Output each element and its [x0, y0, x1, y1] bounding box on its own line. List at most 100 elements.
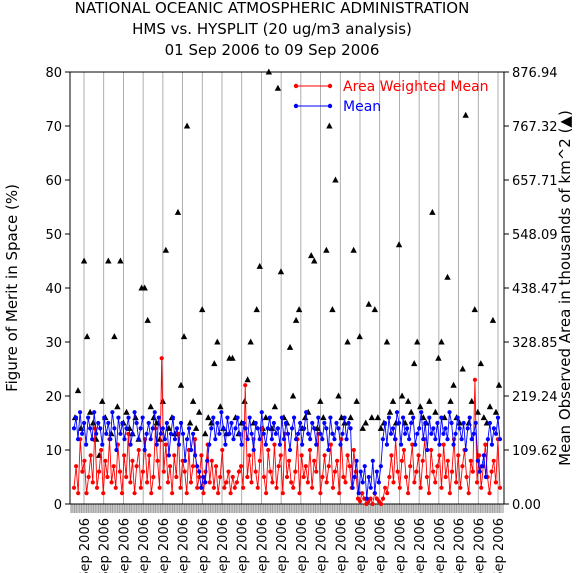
observed-area-point — [417, 403, 424, 410]
x-tick-label: Sep 2006 — [354, 518, 369, 573]
area-weighted-mean-point — [167, 464, 173, 469]
mean-point — [431, 426, 436, 431]
mean-point — [495, 415, 501, 420]
legend-item-mean: Mean — [293, 99, 381, 115]
mean-point — [199, 485, 204, 490]
area-weighted-mean-point — [238, 464, 244, 469]
title-line-1: NATIONAL OCEANIC ATMOSPHERIC ADMINISTRAT… — [75, 0, 470, 17]
mean-point — [211, 415, 216, 420]
observed-area-point — [114, 403, 121, 410]
area-weighted-mean-point — [487, 491, 492, 496]
area-weighted-mean-point — [456, 453, 461, 458]
area-weighted-mean-point — [253, 469, 258, 474]
mean-point — [475, 458, 480, 463]
area-weighted-mean-point — [222, 485, 227, 490]
mean-point — [231, 437, 236, 442]
area-weighted-mean-point — [101, 491, 106, 496]
mean-point — [219, 410, 224, 415]
observed-area-point — [326, 122, 333, 129]
mean-point — [473, 420, 478, 426]
observed-area-point — [347, 414, 354, 421]
mean-point — [130, 431, 135, 436]
area-weighted-mean-point — [86, 474, 91, 480]
mean-point — [273, 431, 278, 436]
observed-area-point — [147, 403, 154, 410]
mean-point — [166, 453, 171, 458]
area-weighted-mean-point — [140, 469, 146, 474]
area-weighted-mean-point — [213, 464, 219, 469]
observed-area-point — [474, 408, 481, 415]
observed-area-point — [383, 338, 391, 345]
right-y-tick-label: 767.32 — [512, 120, 558, 135]
observed-area-point — [386, 408, 394, 415]
area-weighted-mean-point — [178, 485, 183, 490]
observed-area-point — [295, 306, 303, 313]
area-weighted-mean-point — [82, 458, 87, 463]
observed-area-point — [429, 208, 436, 215]
mean-point — [81, 420, 87, 426]
observed-area-point — [456, 419, 463, 426]
area-weighted-mean-point — [99, 447, 104, 453]
area-weighted-mean-point — [330, 485, 336, 490]
observed-area-point — [195, 408, 203, 415]
mean-point — [390, 426, 396, 431]
series-mean — [71, 410, 503, 501]
mean-point — [437, 442, 442, 447]
area-weighted-mean-point — [360, 491, 365, 496]
right-y-tick-label: 219.24 — [512, 390, 558, 405]
area-weighted-mean-point — [111, 464, 116, 469]
mean-point — [348, 426, 353, 431]
legend-item-area-weighted-mean: Area Weighted Mean — [293, 79, 489, 95]
area-weighted-mean-point — [397, 485, 402, 490]
area-weighted-mean-point — [328, 442, 333, 447]
observed-area-point — [265, 68, 273, 75]
mean-point — [263, 442, 268, 447]
observed-area-point — [262, 414, 269, 421]
mean-point — [108, 437, 113, 442]
mean-point — [362, 464, 367, 469]
mean-point — [120, 420, 125, 426]
title-line-3: 01 Sep 2006 to 09 Sep 2006 — [165, 41, 380, 59]
mean-point — [114, 447, 119, 453]
area-weighted-mean-point — [378, 501, 384, 507]
area-weighted-mean-point — [94, 485, 100, 490]
area-weighted-mean-point — [309, 485, 315, 490]
area-weighted-mean-point — [161, 469, 166, 474]
mean-point — [489, 442, 495, 447]
observed-area-point — [407, 408, 415, 415]
mean-point — [469, 437, 474, 442]
area-weighted-mean-point — [109, 480, 114, 485]
mean-point — [92, 410, 97, 415]
observed-area-point — [438, 338, 445, 345]
observed-area-point — [495, 381, 503, 388]
mean-point — [336, 426, 341, 431]
observed-area-point — [332, 176, 339, 183]
observed-area-point — [111, 333, 118, 340]
mean-point — [73, 415, 79, 420]
left-y-tick-label: 0 — [54, 498, 62, 513]
mean-point — [182, 458, 188, 463]
mean-point — [398, 442, 404, 447]
x-tick-label: Sep 2006 — [236, 518, 251, 573]
x-tick-label: Sep 2006 — [196, 518, 211, 573]
area-weighted-mean-point — [209, 458, 214, 463]
area-weighted-mean-point — [447, 491, 452, 496]
mean-point — [227, 431, 232, 436]
area-weighted-mean-point — [243, 383, 248, 388]
observed-area-point — [214, 338, 221, 345]
observed-area-point — [105, 257, 112, 264]
mean-point — [289, 426, 295, 431]
mean-point — [124, 426, 129, 431]
area-weighted-mean-point — [368, 496, 373, 501]
left-y-tick-label: 20 — [45, 390, 62, 405]
area-weighted-mean-point — [147, 453, 152, 458]
observed-area-point — [277, 268, 285, 275]
observed-area-point — [447, 397, 454, 404]
right-y-tick-label: 0.00 — [512, 498, 541, 513]
x-tick-label: Sep 2006 — [295, 518, 310, 573]
observed-area-point — [489, 316, 497, 323]
observed-area-point — [199, 306, 206, 313]
area-weighted-mean-point — [278, 453, 283, 458]
mean-point — [106, 420, 111, 426]
right-y-axis: 0.00 109.62 219.24 328.85 438.47 548.09 657.71… — [504, 66, 558, 513]
